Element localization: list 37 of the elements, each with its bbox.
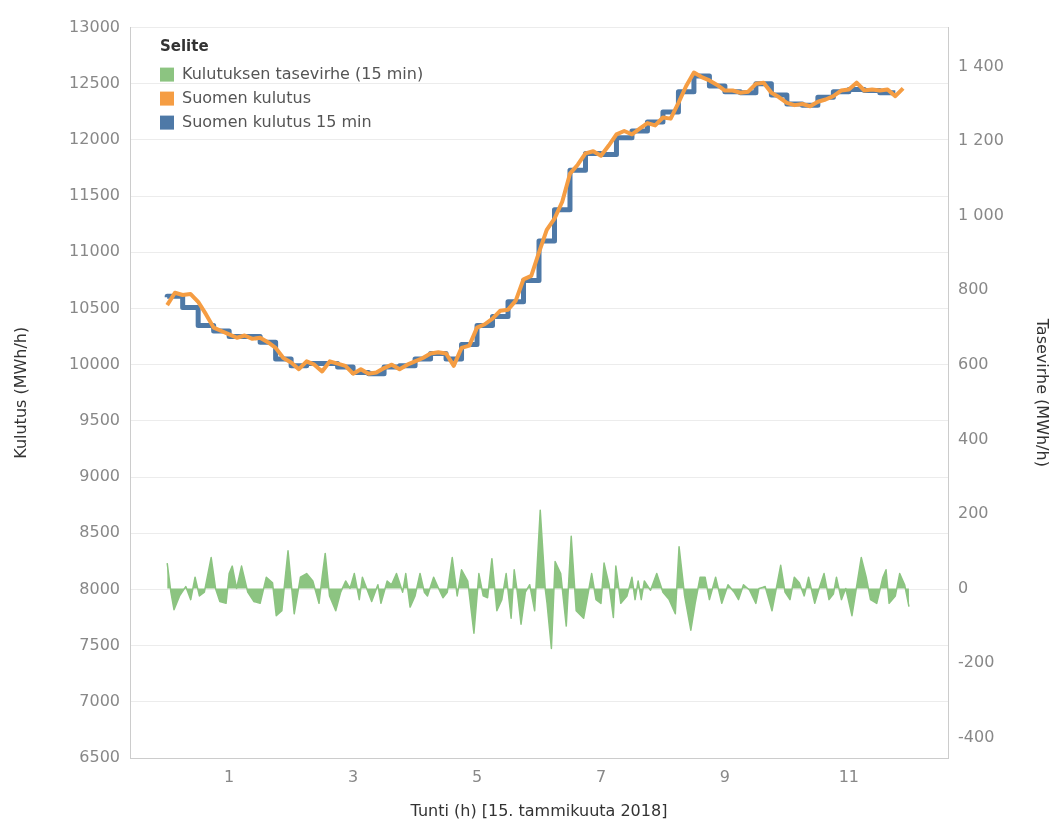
y-tick-label: 11500	[69, 185, 120, 205]
y-tick-label: 13000	[69, 16, 120, 36]
x-tick-label: 11	[838, 766, 860, 786]
y-tick-label: 11000	[69, 241, 120, 261]
y-tick-label: 10000	[69, 353, 120, 373]
legend-label: Suomen kulutus	[182, 87, 311, 107]
y2-tick-label: 1 200	[958, 130, 1004, 150]
y-tick-label: 10500	[69, 297, 120, 317]
y2-tick-label: 1 000	[958, 204, 1004, 224]
y-tick-label: 8000	[79, 578, 120, 598]
legend-label: Suomen kulutus 15 min	[182, 111, 372, 131]
y2-tick-label: 1 400	[958, 55, 1004, 75]
y2-tick-label: 800	[958, 279, 989, 299]
x-axis-title: Tunti (h) [15. tammikuuta 2018]	[409, 800, 668, 820]
y-tick-label: 12000	[69, 129, 120, 149]
x-tick-label: 3	[348, 766, 359, 786]
y2-tick-label: 200	[958, 503, 989, 523]
y-tick-label: 8500	[79, 522, 120, 542]
y-tick-label: 12500	[69, 72, 120, 92]
legend-title: Selite	[160, 37, 209, 56]
x-tick-label: 7	[595, 766, 607, 786]
x-tick-label: 1	[224, 766, 235, 786]
y2-tick-label: -200	[958, 652, 995, 672]
y-tick-label: 9500	[79, 410, 120, 430]
x-tick-label: 5	[471, 766, 483, 786]
y-tick-label: 7500	[79, 634, 120, 654]
y-axis-title: Kulutus (MWh/h)	[10, 326, 30, 459]
y2-axis-title: Tasevirhe (MWh/h)	[1033, 317, 1053, 467]
y2-tick-label: 400	[958, 428, 989, 448]
x-tick-label: 9	[719, 766, 730, 786]
y2-tick-label: -400	[958, 726, 995, 746]
y-tick-label: 6500	[79, 747, 120, 767]
y-tick-label: 9000	[79, 466, 120, 486]
y2-tick-label: 600	[958, 354, 989, 374]
y-tick-label: 7000	[79, 690, 120, 710]
y2-tick-label: 0	[958, 577, 969, 597]
legend-label: Kulutuksen tasevirhe (15 min)	[182, 63, 424, 83]
